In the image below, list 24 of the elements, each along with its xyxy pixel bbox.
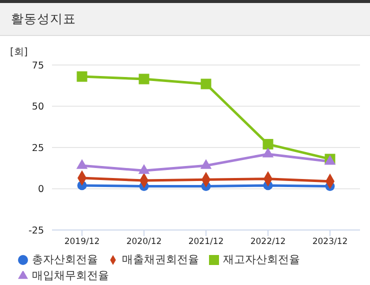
point xyxy=(76,159,88,169)
point xyxy=(200,78,212,90)
point xyxy=(262,148,274,158)
legend-label: 총자산회전율 xyxy=(32,253,98,266)
y-tick-label: 25 xyxy=(32,142,44,154)
point xyxy=(262,138,274,150)
x-tick-label: 2022/12 xyxy=(250,237,286,248)
chart-title: 활동성지표 xyxy=(0,0,370,36)
y-tick-label: 50 xyxy=(32,102,44,113)
point xyxy=(76,71,88,82)
y-axis-title: [회] xyxy=(10,46,28,59)
legend-label: 재고자산회전율 xyxy=(223,253,300,266)
point xyxy=(138,164,150,174)
legend-label: 매출채권회전율 xyxy=(122,253,199,266)
x-tick-label: 2023/12 xyxy=(312,237,348,248)
legend-label: 매입채무회전율 xyxy=(32,269,109,282)
y-tick-label: 75 xyxy=(32,60,44,72)
x-tick-label: 2020/12 xyxy=(126,237,162,248)
point xyxy=(138,74,150,84)
y-tick-label: -25 xyxy=(28,225,44,236)
x-tick-label: 2021/12 xyxy=(188,237,224,248)
x-tick-label: 2019/12 xyxy=(64,237,100,248)
point xyxy=(200,159,212,169)
y-tick-label: 0 xyxy=(38,184,44,196)
